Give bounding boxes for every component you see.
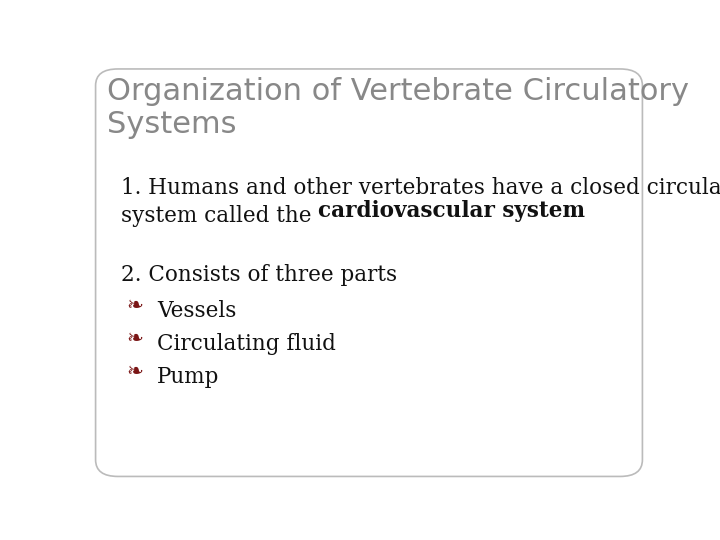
Text: cardiovascular system: cardiovascular system <box>318 200 585 222</box>
Text: ❧: ❧ <box>126 362 143 381</box>
FancyBboxPatch shape <box>96 69 642 476</box>
Text: ❧: ❧ <box>126 295 143 315</box>
Text: 2. Consists of three parts: 2. Consists of three parts <box>121 265 397 286</box>
Text: Organization of Vertebrate Circulatory
Systems: Organization of Vertebrate Circulatory S… <box>107 77 689 139</box>
Text: ❧: ❧ <box>126 329 143 348</box>
Text: Circulating fluid: Circulating fluid <box>157 333 336 355</box>
Text: Pump: Pump <box>157 366 220 388</box>
Text: 1. Humans and other vertebrates have a closed circulatory
system called the: 1. Humans and other vertebrates have a c… <box>121 177 720 227</box>
Text: Vessels: Vessels <box>157 300 236 322</box>
